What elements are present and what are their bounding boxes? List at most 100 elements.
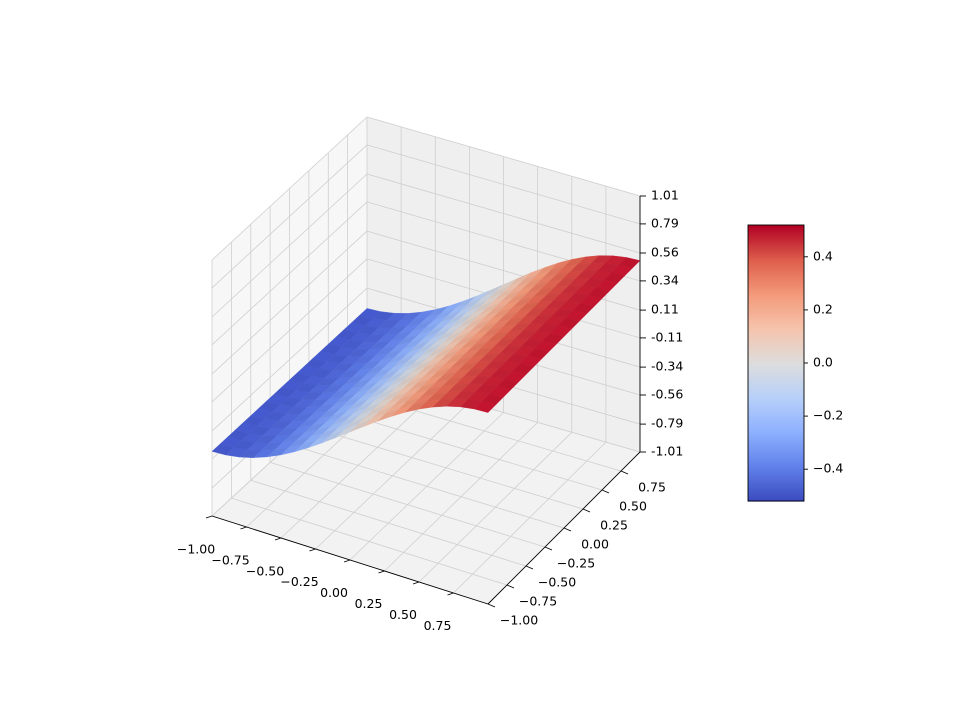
- x-tick: [343, 559, 351, 563]
- colorbar-segment: [748, 386, 804, 389]
- colorbar-segment: [748, 229, 804, 233]
- grid-line-left-z: [211, 144, 368, 289]
- colorbar-segment: [748, 420, 804, 424]
- grid-line-back-z: [366, 144, 641, 225]
- colorbar-segment: [748, 397, 804, 401]
- y-tick: [544, 546, 553, 551]
- colorbar-segment: [748, 487, 804, 491]
- colorbar-segment: [748, 335, 804, 339]
- colorbar-segment: [748, 432, 804, 435]
- colorbar-segment: [748, 243, 804, 247]
- y-tick-label: 0.00: [581, 537, 609, 552]
- colorbar-segment: [748, 441, 804, 445]
- x-tick: [447, 592, 454, 596]
- colorbar-segment: [748, 261, 804, 265]
- colorbar-segment: [748, 461, 804, 465]
- colorbar-segment: [748, 478, 804, 481]
- x-tick-label: 0.50: [389, 607, 417, 622]
- colorbar-segment: [748, 429, 804, 433]
- colorbar-segment: [748, 312, 804, 316]
- colorbar-segment: [748, 399, 804, 403]
- x-tick-label: −1.00: [177, 542, 215, 557]
- z-tick-label: -1.01: [651, 444, 683, 459]
- colorbar-segment: [748, 418, 804, 422]
- x-tick-label: 0.25: [355, 596, 383, 611]
- y-tick: [563, 527, 572, 532]
- grid-line-floor-y: [269, 462, 546, 548]
- colorbar-segment: [748, 282, 804, 286]
- colorbar-segment: [748, 346, 804, 350]
- x-tick-label: −0.75: [211, 552, 249, 567]
- colorbar-segment: [748, 489, 804, 493]
- colorbar-segment: [748, 307, 804, 311]
- colorbar-segment: [748, 314, 804, 318]
- colorbar-segment: [748, 471, 804, 474]
- colorbar-segment: [748, 372, 804, 376]
- colorbar-segment: [748, 484, 804, 488]
- z-tick-label: 0.56: [651, 245, 679, 260]
- colorbar-tick-label: 0.0: [813, 355, 833, 370]
- grid-line-floor-y: [231, 497, 508, 586]
- colorbar-segment: [748, 305, 804, 309]
- grid-line-left-z: [211, 230, 368, 375]
- x-tick: [412, 581, 420, 585]
- colorbar-segment: [748, 353, 804, 357]
- colorbar-segment: [748, 452, 804, 456]
- colorbar-segment: [748, 381, 804, 385]
- colorbar-segment: [748, 294, 804, 297]
- colorbar-segment: [748, 422, 804, 426]
- surface-mesh: [211, 255, 641, 458]
- grid-line-left-z: [211, 116, 368, 261]
- colorbar-segment: [748, 323, 804, 327]
- colorbar-segment: [748, 300, 804, 304]
- colorbar-segment: [748, 468, 804, 472]
- colorbar-segment: [748, 326, 804, 330]
- colorbar-segment: [748, 252, 804, 256]
- colorbar-segment: [748, 303, 804, 307]
- colorbar-segment: [748, 342, 804, 346]
- colorbar-segment: [748, 328, 804, 332]
- colorbar-segment: [748, 287, 804, 290]
- y-tick: [582, 508, 591, 513]
- colorbar-segment: [748, 291, 804, 295]
- colorbar-segment: [748, 448, 804, 451]
- x-tick: [240, 526, 247, 530]
- colorbar-segment: [748, 225, 804, 228]
- colorbar-segment: [748, 358, 804, 362]
- z-tick-label: 1.01: [651, 188, 679, 203]
- colorbar-segment: [748, 280, 804, 284]
- z-tick-label: -0.79: [651, 416, 683, 431]
- colorbar-segment: [748, 404, 804, 408]
- colorbar-segment: [748, 234, 804, 238]
- x-tick-label: 0.75: [424, 618, 452, 633]
- colorbar-segment: [748, 498, 804, 502]
- colorbar-segment: [748, 351, 804, 355]
- colorbar-segment: [748, 365, 804, 369]
- grid-line-floor-y: [308, 426, 584, 510]
- colorbar-segment: [748, 457, 804, 461]
- colorbar-segment: [748, 379, 804, 382]
- grid-line-left-z: [211, 287, 368, 432]
- colorbar-segment: [748, 271, 804, 274]
- y-tick-label: −0.50: [538, 575, 576, 590]
- surface-facet: [473, 401, 496, 413]
- colorbar-segment: [748, 241, 804, 244]
- colorbar-segment: [748, 494, 804, 497]
- colorbar-segment: [748, 427, 804, 431]
- colorbar-tick-label: −0.4: [813, 461, 843, 476]
- x-tick: [274, 537, 282, 541]
- colorbar-segment: [748, 227, 804, 231]
- x-tick: [205, 515, 213, 519]
- colorbar-segment: [748, 264, 804, 267]
- colorbar-segment: [748, 436, 804, 440]
- colorbar-segment: [748, 425, 804, 428]
- z-tick-label: -0.11: [651, 329, 683, 344]
- colorbar-segment: [748, 284, 804, 288]
- colorbar-segment: [748, 340, 804, 343]
- colorbar-segment: [748, 496, 804, 500]
- x-tick-label: −0.50: [246, 563, 284, 578]
- z-tick-label: -0.34: [651, 359, 683, 374]
- colorbar-segment: [748, 317, 804, 320]
- colorbar-segment: [748, 482, 804, 486]
- colorbar-segment: [748, 376, 804, 380]
